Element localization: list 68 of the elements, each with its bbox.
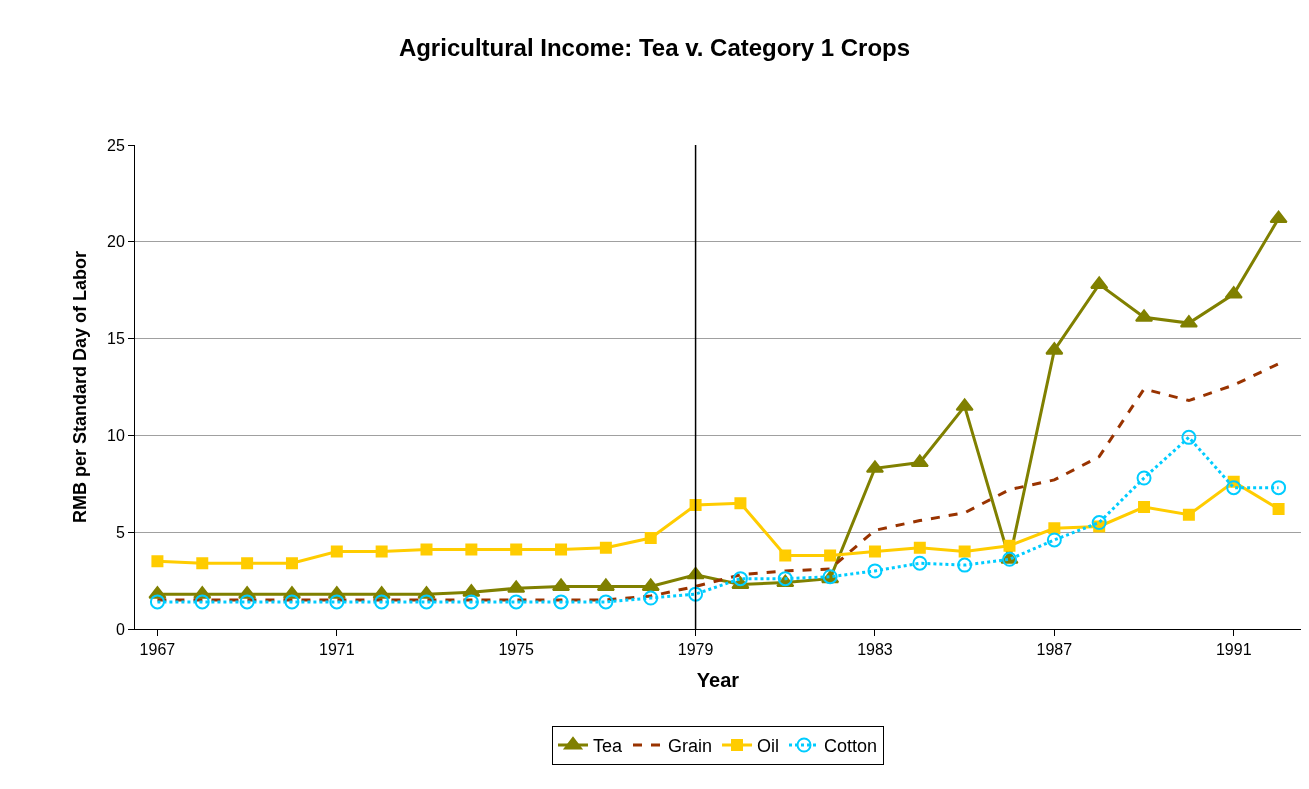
point — [553, 594, 569, 610]
point — [732, 571, 748, 587]
point — [824, 549, 837, 562]
point — [196, 557, 209, 570]
x-tick-label: 1991 — [1215, 641, 1252, 659]
point — [643, 590, 659, 606]
point — [330, 545, 343, 558]
point — [285, 557, 298, 570]
point — [374, 594, 390, 610]
y-tick-label: 15 — [107, 330, 125, 348]
y-tick-label: 5 — [115, 523, 125, 541]
x-tick-label: 1979 — [677, 641, 714, 659]
x-tick-label: 1983 — [857, 641, 893, 659]
point — [779, 549, 792, 562]
point — [598, 594, 614, 610]
point — [419, 594, 434, 610]
point — [1046, 532, 1062, 548]
y-axis-title: RMB per Standard Day of Labor — [70, 250, 91, 524]
point — [284, 594, 300, 610]
point — [867, 563, 883, 579]
point — [1272, 502, 1285, 515]
point — [194, 594, 210, 610]
point — [1136, 470, 1152, 486]
point — [599, 541, 612, 554]
x-tick-label: 1975 — [498, 641, 535, 659]
point — [1271, 480, 1287, 496]
y-tick-label: 10 — [107, 427, 125, 444]
point — [151, 555, 164, 568]
point — [734, 497, 747, 510]
legend-label: Cotton — [824, 736, 878, 757]
x-tick-label: 1987 — [1036, 641, 1073, 659]
point — [1182, 508, 1195, 521]
y-tick-label: 0 — [115, 620, 125, 638]
point — [465, 543, 478, 556]
point — [868, 545, 881, 558]
x-axis-title: Year — [696, 668, 740, 691]
chart-title: Agricultural Income: Tea v. Category 1 Crops — [398, 34, 911, 62]
point — [688, 586, 704, 602]
point — [912, 555, 928, 571]
point — [1048, 522, 1061, 535]
point — [689, 499, 702, 512]
y-tick-label: 25 — [107, 136, 125, 154]
legend-label: Tea — [593, 736, 624, 757]
point — [644, 532, 657, 545]
point — [1226, 480, 1242, 496]
point — [1091, 515, 1107, 531]
point — [555, 543, 568, 556]
point — [329, 594, 345, 610]
point — [958, 545, 971, 558]
point — [510, 543, 523, 556]
legend-label: Grain — [668, 736, 713, 757]
y-tick-label: 20 — [107, 233, 125, 251]
point — [913, 541, 926, 554]
point — [1181, 429, 1197, 445]
x-tick-label: 1967 — [139, 641, 176, 659]
point — [1138, 501, 1151, 514]
point — [957, 557, 973, 573]
point — [375, 545, 388, 558]
point — [241, 557, 254, 570]
point — [239, 594, 255, 610]
point — [1003, 539, 1016, 552]
point — [463, 594, 479, 610]
point — [420, 543, 433, 556]
point — [149, 594, 165, 610]
x-tick-label: 1971 — [319, 641, 355, 659]
point — [1269, 210, 1288, 224]
legend-label: Oil — [757, 736, 780, 757]
point — [508, 594, 524, 610]
